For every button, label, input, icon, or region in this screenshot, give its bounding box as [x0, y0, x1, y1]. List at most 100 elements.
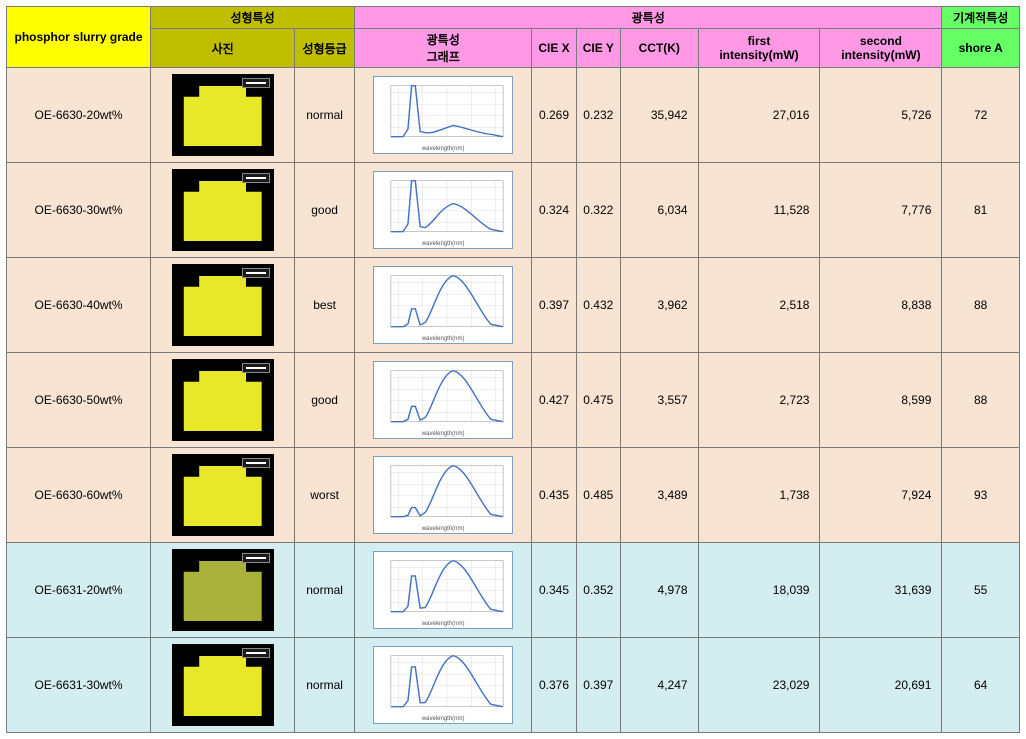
cell-ciey: 0.352	[576, 543, 620, 638]
spectrum-xlabel: wavelength(nm)	[374, 716, 512, 722]
scale-bar-icon	[242, 648, 270, 658]
cell-photo	[151, 543, 295, 638]
cell-graph: wavelength(nm)	[355, 638, 532, 733]
sample-thumbnail	[172, 169, 274, 251]
scale-bar-icon	[242, 173, 270, 183]
table-row: OE-6630-60wt%worstwavelength(nm)0.4350.4…	[7, 448, 1020, 543]
cell-int2: 20,691	[820, 638, 942, 733]
cell-int2: 8,599	[820, 353, 942, 448]
table-row: OE-6630-20wt% normal wavelength(nm) 0.2690.…	[7, 68, 1020, 163]
cell-ciex: 0.376	[532, 638, 576, 733]
cell-ciex: 0.324	[532, 163, 576, 258]
phosphor-chip-icon	[184, 656, 262, 716]
cell-ciex: 0.397	[532, 258, 576, 353]
cell-graph: wavelength(nm)	[355, 448, 532, 543]
table-body: OE-6630-20wt%normalwavelength(nm)0.2690.…	[7, 68, 1020, 733]
cell-int1: 23,029	[698, 638, 820, 733]
cell-int1: 1,738	[698, 448, 820, 543]
scale-bar-icon	[242, 268, 270, 278]
cell-rating: normal	[295, 543, 355, 638]
hdr-cct: CCT(K)	[620, 29, 698, 68]
cell-cct: 35,942	[620, 68, 698, 163]
cell-int2: 8,838	[820, 258, 942, 353]
table-row: OE-6630-30wt% good wavelength(nm) 0.3240.32…	[7, 163, 1020, 258]
cell-graph: wavelength(nm)	[355, 543, 532, 638]
spectrum-chart: wavelength(nm)	[373, 551, 513, 629]
spectrum-xlabel: wavelength(nm)	[374, 621, 512, 627]
hdr-grade: phosphor slurry grade	[7, 7, 151, 68]
phosphor-chip-icon	[184, 561, 262, 621]
cell-ciex: 0.435	[532, 448, 576, 543]
cell-int2: 7,924	[820, 448, 942, 543]
table-row: OE-6631-30wt%normalwavelength(nm)0.3760.…	[7, 638, 1020, 733]
cell-rating: good	[295, 353, 355, 448]
cell-photo	[151, 638, 295, 733]
hdr-forming-group: 성형특성	[151, 7, 355, 29]
table-row: OE-6631-20wt%normalwavelength(nm)0.3450.…	[7, 543, 1020, 638]
sample-thumbnail	[172, 644, 274, 726]
cell-photo	[151, 448, 295, 543]
cell-photo	[151, 68, 295, 163]
cell-graph: wavelength(nm)	[355, 353, 532, 448]
sample-thumbnail	[172, 264, 274, 346]
hdr-optical-group: 광특성	[355, 7, 942, 29]
cell-int1: 27,016	[698, 68, 820, 163]
cell-int1: 2,518	[698, 258, 820, 353]
cell-cct: 3,489	[620, 448, 698, 543]
hdr-graph: 광특성 그래프	[355, 29, 532, 68]
cell-grade: OE-6630-40wt%	[7, 258, 151, 353]
table-row: OE-6630-50wt%goodwavelength(nm)0.4270.47…	[7, 353, 1020, 448]
cell-photo	[151, 163, 295, 258]
cell-photo	[151, 353, 295, 448]
cell-cct: 4,247	[620, 638, 698, 733]
table-header: phosphor slurry grade 성형특성 광특성 기계적특성 사진 …	[7, 7, 1020, 68]
scale-bar-icon	[242, 458, 270, 468]
cell-grade: OE-6630-60wt%	[7, 448, 151, 543]
phosphor-chip-icon	[184, 371, 262, 431]
hdr-photo: 사진	[151, 29, 295, 68]
cell-ciex: 0.345	[532, 543, 576, 638]
cell-int1: 18,039	[698, 543, 820, 638]
sample-thumbnail	[172, 454, 274, 536]
cell-cct: 3,557	[620, 353, 698, 448]
spectrum-xlabel: wavelength(nm)	[374, 241, 512, 247]
cell-int2: 7,776	[820, 163, 942, 258]
hdr-shore: shore A	[942, 29, 1020, 68]
scale-bar-icon	[242, 363, 270, 373]
phosphor-table: phosphor slurry grade 성형특성 광특성 기계적특성 사진 …	[6, 6, 1020, 733]
cell-rating: good	[295, 163, 355, 258]
cell-ciey: 0.397	[576, 638, 620, 733]
hdr-rating: 성형등급	[295, 29, 355, 68]
cell-shore: 55	[942, 543, 1020, 638]
phosphor-chip-icon	[184, 276, 262, 336]
cell-rating: best	[295, 258, 355, 353]
spectrum-chart: wavelength(nm)	[373, 266, 513, 344]
sample-thumbnail	[172, 549, 274, 631]
cell-rating: normal	[295, 68, 355, 163]
scale-bar-icon	[242, 78, 270, 88]
spectrum-chart: wavelength(nm)	[373, 171, 513, 249]
cell-graph: wavelength(nm)	[355, 68, 532, 163]
cell-ciey: 0.322	[576, 163, 620, 258]
cell-grade: OE-6630-50wt%	[7, 353, 151, 448]
cell-ciey: 0.232	[576, 68, 620, 163]
hdr-int2: second intensity(mW)	[820, 29, 942, 68]
cell-photo	[151, 258, 295, 353]
cell-shore: 72	[942, 68, 1020, 163]
cell-grade: OE-6630-30wt%	[7, 163, 151, 258]
cell-shore: 88	[942, 258, 1020, 353]
spectrum-chart: wavelength(nm)	[373, 361, 513, 439]
cell-int2: 31,639	[820, 543, 942, 638]
cell-ciey: 0.485	[576, 448, 620, 543]
cell-ciex: 0.427	[532, 353, 576, 448]
cell-cct: 3,962	[620, 258, 698, 353]
cell-int1: 11,528	[698, 163, 820, 258]
spectrum-xlabel: wavelength(nm)	[374, 431, 512, 437]
spectrum-xlabel: wavelength(nm)	[374, 146, 512, 152]
table-row: OE-6630-40wt%bestwavelength(nm)0.3970.43…	[7, 258, 1020, 353]
cell-grade: OE-6630-20wt%	[7, 68, 151, 163]
phosphor-chip-icon	[184, 181, 262, 241]
cell-ciex: 0.269	[532, 68, 576, 163]
cell-shore: 88	[942, 353, 1020, 448]
cell-cct: 4,978	[620, 543, 698, 638]
